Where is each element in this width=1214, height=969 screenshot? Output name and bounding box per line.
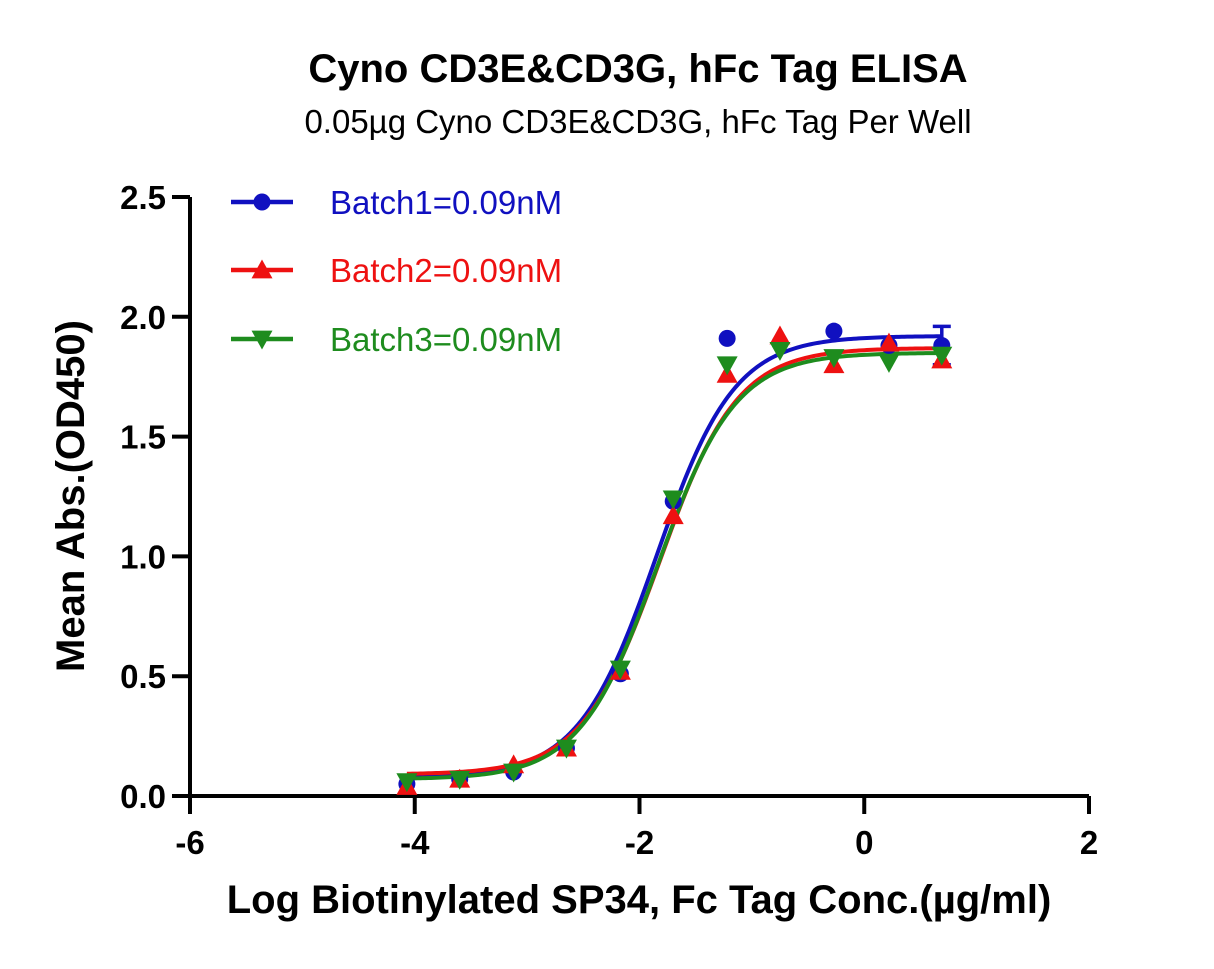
data-points (396, 322, 953, 795)
chart-title: Cyno CD3E&CD3G, hFc Tag ELISA (308, 47, 967, 91)
chart-subtitle: 0.05µg Cyno CD3E&CD3G, hFc Tag Per Well (304, 103, 971, 140)
axes: 0.0 0.5 1.0 1.5 2.0 2.5 -6 -4 -2 0 2 (120, 179, 1098, 861)
data-point-batch3 (878, 353, 900, 373)
legend-marker-batch1 (253, 193, 271, 211)
legend-label-batch2: Batch2=0.09nM (330, 252, 562, 289)
data-point-batch3 (931, 346, 953, 366)
data-point-batch3 (555, 739, 577, 759)
data-point-batch1 (825, 322, 843, 340)
data-point-batch3 (449, 770, 471, 790)
data-point-batch3 (609, 660, 631, 680)
fit-curve-batch2 (406, 346, 942, 776)
fit-curves (406, 334, 942, 781)
data-point-batch2 (769, 325, 791, 345)
y-tick-label: 2.0 (120, 299, 166, 336)
legend-label-batch3: Batch3=0.09nM (330, 321, 562, 358)
data-point-batch3 (662, 490, 684, 510)
x-tick-label: 2 (1080, 824, 1098, 861)
data-point-batch1 (718, 329, 736, 347)
y-axis-label: Mean Abs.(OD450) (49, 320, 93, 672)
data-point-batch2 (878, 332, 900, 352)
y-tick-label: 1.5 (120, 419, 166, 456)
fit-curve-batch1 (406, 334, 942, 779)
x-axis-label: Log Biotinylated SP34, Fc Tag Conc.(µg/m… (227, 878, 1052, 922)
legend-marker-batch3 (251, 330, 273, 350)
y-tick-label: 1.0 (120, 538, 166, 575)
x-tick-label: -2 (625, 824, 654, 861)
legend-marker-batch2 (251, 259, 273, 279)
fit-curve-batch3 (406, 351, 942, 781)
x-tick-label: -6 (175, 824, 204, 861)
legend: Batch1=0.09nM Batch2=0.09nM Batch3=0.09nM (231, 184, 562, 358)
x-tick-label: 0 (855, 824, 873, 861)
data-point-batch3 (716, 356, 738, 376)
data-point-batch2 (662, 505, 684, 525)
y-tick-label: 0.0 (120, 778, 166, 815)
x-tick-label: -4 (400, 824, 430, 861)
data-point-batch3 (396, 773, 418, 793)
y-tick-label: 0.5 (120, 658, 166, 695)
data-point-batch3 (823, 349, 845, 369)
legend-label-batch1: Batch1=0.09nM (330, 184, 562, 221)
data-point-batch3 (769, 341, 791, 361)
y-tick-label: 2.5 (120, 179, 166, 216)
data-point-batch3 (503, 763, 525, 783)
